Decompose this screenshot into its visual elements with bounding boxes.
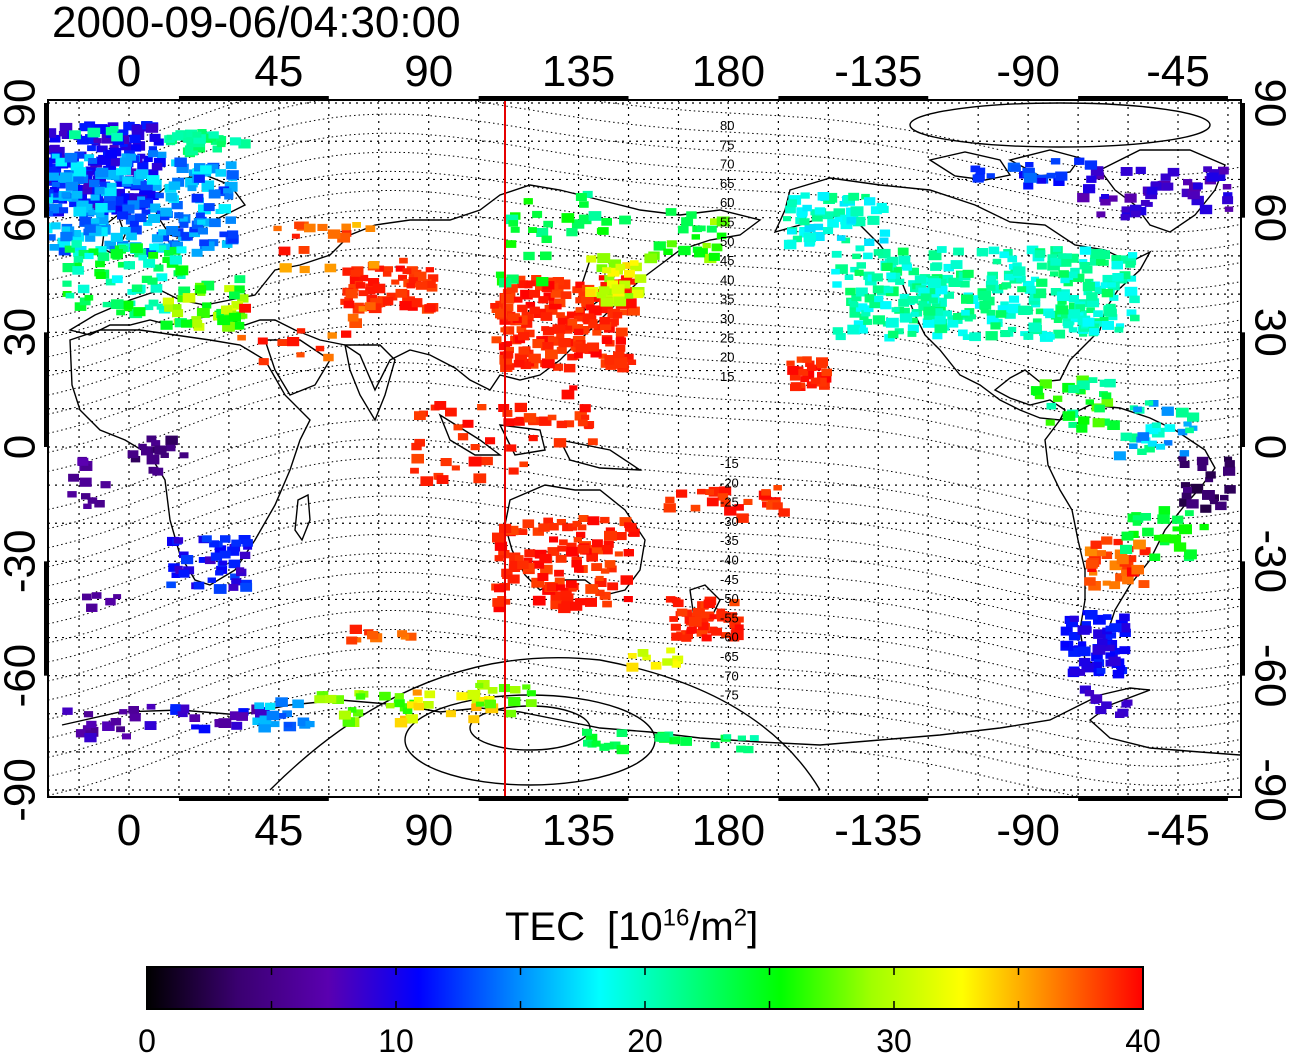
mlat-label: -50 [720,591,739,606]
lat-tick-label: 0 [1246,435,1292,459]
lon-tick-label: 90 [404,47,453,96]
lat-tick-label: -30 [0,530,45,594]
magnetic-latitude-labels: 80 75 70 65 60 55 50 45 40 35 30 25 20 15 -15 -20 -25 -30… [720,118,739,703]
lat-ticks-left: 90 60 30 0 -30 -60 -90 [0,79,45,822]
colorbar-unit-exponent2: 2 [733,904,748,932]
colorbar-unit-close: ] [747,905,759,949]
lat-tick-label: -90 [0,758,45,822]
mlat-label: -70 [720,668,739,683]
lat-ticks-right: 90 60 30 0 -30 -60 -90 [1246,79,1292,822]
mlat-label: -30 [720,514,739,529]
colorbar-unit-open: [10 [607,905,663,949]
map-frame-bands [44,96,1245,801]
lon-tick-label: 0 [117,806,141,855]
colorbar-tick-label: 30 [876,1023,912,1057]
colorbar-unit-mid: /m [689,905,734,949]
lon-tick-label: -90 [996,47,1060,96]
mlat-label: -25 [720,495,739,510]
mlat-label: 15 [720,369,734,384]
mlat-label: 40 [720,272,734,287]
lat-tick-label: -60 [0,644,45,708]
mlat-label: 30 [720,311,734,326]
mlat-label: -60 [720,630,739,645]
mlat-label: -55 [720,610,739,625]
lon-tick-label: 45 [254,47,303,96]
lon-tick-label: 45 [254,806,303,855]
mlat-label: 45 [720,253,734,268]
lon-ticks-bottom: 0 45 90 135 180 -135 -90 -45 [117,806,1210,855]
lon-tick-label: 0 [117,47,141,96]
mlat-label: 20 [720,350,734,365]
mlat-label: 65 [720,176,734,191]
colorbar-tick-label: 10 [378,1023,414,1057]
lat-tick-label: 90 [1246,79,1292,128]
mlat-label: -75 [720,688,739,703]
mlat-label: 55 [720,215,734,230]
mlat-label: 25 [720,330,734,345]
lat-tick-label: 60 [0,193,45,242]
lon-tick-label: -45 [1146,806,1210,855]
lon-tick-label: 135 [542,47,615,96]
mlat-label: -45 [720,572,739,587]
mlat-label: 60 [720,195,734,210]
lon-tick-label: 90 [404,806,453,855]
mlat-label: -35 [720,533,739,548]
colorbar-title-prefix: TEC [505,905,585,949]
colorbar-title: TEC [1016/m2] [505,904,758,950]
colorbar-tick-label: 0 [138,1023,156,1057]
colorbar-tick-label: 40 [1125,1023,1161,1057]
lon-tick-label: -135 [834,806,922,855]
lat-tick-label: 90 [0,79,45,128]
colorbar-ticks: 0 10 20 30 40 [138,967,1161,1057]
lat-tick-label: 0 [0,435,45,459]
lat-tick-label: 30 [0,308,45,357]
lat-tick-label: -30 [1246,530,1292,594]
tec-data-points [48,121,1236,755]
mlat-label: -20 [720,475,739,490]
mlat-label: -15 [720,456,739,471]
mlat-label: -40 [720,553,739,568]
lat-tick-label: 30 [1246,308,1292,357]
lon-tick-label: 135 [542,806,615,855]
map-title: 2000-09-06/04:30:00 [52,0,461,47]
mlat-label: -65 [720,649,739,664]
mlat-label: 80 [720,118,734,133]
lon-tick-label: 180 [692,47,765,96]
lat-tick-label: 60 [1246,193,1292,242]
mlat-label: 35 [720,292,734,307]
lon-ticks-top: 0 45 90 135 180 -135 -90 -45 [117,47,1210,96]
colorbar-tick-label: 20 [627,1023,663,1057]
lon-tick-label: -90 [996,806,1060,855]
lon-tick-label: -135 [834,47,922,96]
lat-tick-label: -60 [1246,644,1292,708]
lon-tick-label: -45 [1146,47,1210,96]
mlat-label: 50 [720,234,734,249]
lon-tick-label: 180 [692,806,765,855]
map-frame [47,99,1242,798]
mlat-label: 75 [720,137,734,152]
lat-tick-label: -90 [1246,758,1292,822]
mlat-label: 70 [720,157,734,172]
colorbar-unit-exponent: 16 [662,904,690,932]
